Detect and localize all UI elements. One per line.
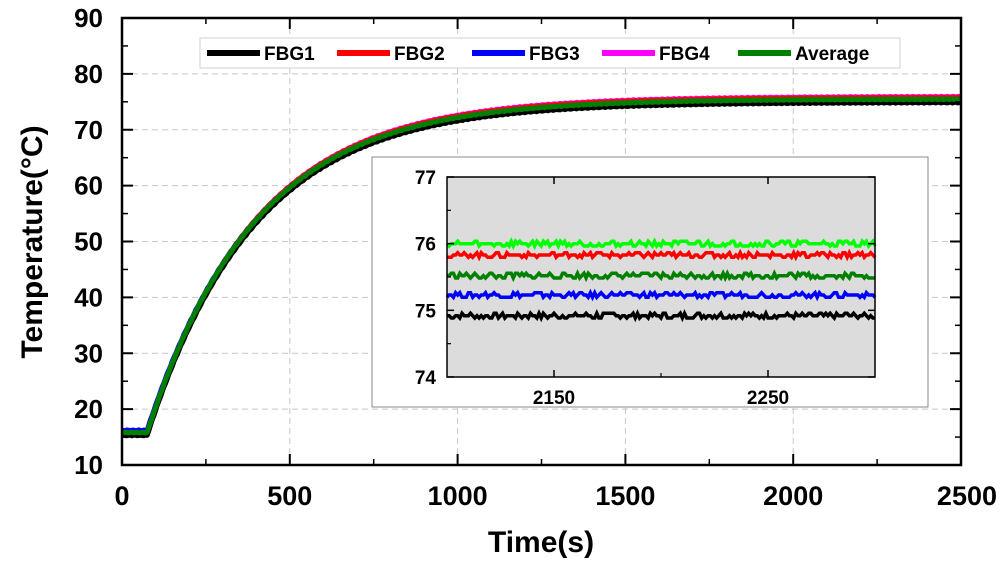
inset-series-line-fbg3 <box>445 288 877 302</box>
inset-series-line-fbg2 <box>447 248 877 262</box>
inset-y-tick-label: 76 <box>415 235 436 256</box>
y-tick-label: 10 <box>74 450 103 480</box>
x-tick-label: 1000 <box>428 481 488 511</box>
y-axis-title: Temperature(°C) <box>16 125 49 358</box>
main-series <box>121 93 962 439</box>
legend-label-fbg1: FBG1 <box>264 44 315 65</box>
inset-chart: 2150 2250 74 75 76 77 <box>371 156 929 409</box>
inset-y-tick-label: 77 <box>415 168 436 189</box>
x-tick-label: 2000 <box>763 481 823 511</box>
y-tick-label: 60 <box>74 171 103 201</box>
inset-series-line-fbg1 <box>447 309 875 323</box>
y-tick-label: 20 <box>74 394 103 424</box>
x-tick-label: 2500 <box>937 481 997 511</box>
inset-y-tick-label: 75 <box>415 301 437 322</box>
y-tick-label: 80 <box>74 59 103 89</box>
x-axis-title: Time(s) <box>488 526 594 559</box>
inset-series-line-average <box>447 269 875 283</box>
x-tick-label: 500 <box>267 481 312 511</box>
inset-ticks <box>447 176 875 378</box>
x-tick-label: 1500 <box>595 481 655 511</box>
x-tick-label: 0 <box>114 481 129 511</box>
main-ticks <box>121 17 962 466</box>
legend-label-fbg3: FBG3 <box>529 44 580 65</box>
y-tick-label: 50 <box>74 227 103 257</box>
y-tick-label: 90 <box>74 3 103 33</box>
legend-label-fbg4: FBG4 <box>659 44 710 65</box>
y-tick-label: 30 <box>74 338 103 368</box>
series-line-average <box>121 96 962 436</box>
inset-tick-labels: 2150 2250 74 75 76 77 <box>415 168 789 409</box>
legend-label-fbg2: FBG2 <box>394 44 445 65</box>
legend: FBG1 FBG2 FBG3 FBG4 Average <box>199 37 901 69</box>
inset-y-tick-label: 74 <box>415 368 437 389</box>
inset-x-tick-label: 2150 <box>533 388 575 409</box>
inset-x-tick-label: 2250 <box>747 388 789 409</box>
y-tick-label: 40 <box>74 282 103 312</box>
inset-series-line-fbg4 <box>445 237 877 251</box>
y-tick-label: 70 <box>74 115 103 145</box>
legend-label-average: Average <box>795 44 869 65</box>
inset-series <box>445 237 877 323</box>
x-tick-labels: 0 500 1000 1500 2000 2500 <box>114 481 997 511</box>
y-tick-labels: 10 20 30 40 50 60 70 80 90 <box>74 3 103 480</box>
